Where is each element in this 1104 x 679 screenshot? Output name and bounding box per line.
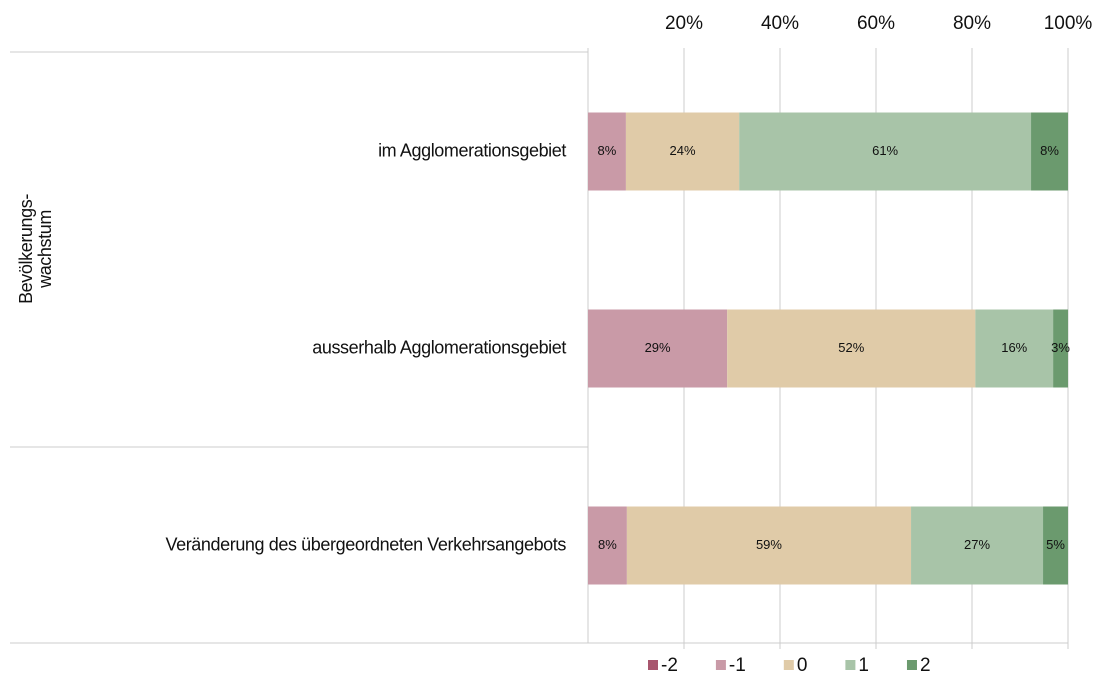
bar-segment <box>588 112 626 191</box>
legend-label: 2 <box>920 655 931 676</box>
data-label: 29% <box>645 340 671 355</box>
data-label: 24% <box>670 143 696 158</box>
data-label: 8% <box>598 537 617 552</box>
bar-segment <box>1043 506 1068 585</box>
bar-segment <box>975 309 1054 388</box>
bar-segment <box>911 506 1044 585</box>
group-label-line: Bevölkerungs- <box>16 194 36 304</box>
data-label: 8% <box>1040 143 1059 158</box>
bar-segment <box>1031 112 1068 191</box>
legend-swatch <box>648 660 658 670</box>
data-label: 16% <box>1001 340 1027 355</box>
data-label: 59% <box>756 537 782 552</box>
legend-label: -1 <box>729 655 746 676</box>
legend-swatch <box>783 660 794 670</box>
bar-segment <box>588 506 627 585</box>
x-tick-label: 40% <box>761 13 799 34</box>
legend-label: -2 <box>661 655 678 676</box>
bar-segment <box>625 112 740 191</box>
data-label: 61% <box>872 143 898 158</box>
legend-swatch <box>715 660 726 670</box>
group-label: Bevölkerungs-wachstum <box>16 194 55 304</box>
x-tick-label: 60% <box>857 13 895 34</box>
data-label: 8% <box>598 143 617 158</box>
group-label-line: wachstum <box>35 210 55 289</box>
legend-label: 1 <box>858 655 869 676</box>
legend-label: 0 <box>797 655 808 676</box>
bar-segment <box>588 309 728 388</box>
category-label: Veränderung des übergeordneten Verkehrsa… <box>165 534 566 554</box>
legend-swatch <box>906 660 917 670</box>
x-tick-label: 80% <box>953 13 991 34</box>
legend-swatch <box>845 660 856 670</box>
x-tick-label: 100% <box>1044 13 1093 34</box>
bar-segment <box>1053 309 1068 388</box>
data-label: 3% <box>1051 340 1070 355</box>
data-label: 5% <box>1046 537 1065 552</box>
bar-segment <box>739 112 1032 191</box>
x-tick-label: 20% <box>665 13 703 34</box>
bar-segment <box>626 506 912 585</box>
category-label: ausserhalb Agglomerationsgebiet <box>312 337 566 357</box>
data-label: 52% <box>838 340 864 355</box>
category-label: im Agglomerationsgebiet <box>378 140 566 160</box>
bar-segment <box>727 309 976 388</box>
data-label: 27% <box>964 537 990 552</box>
